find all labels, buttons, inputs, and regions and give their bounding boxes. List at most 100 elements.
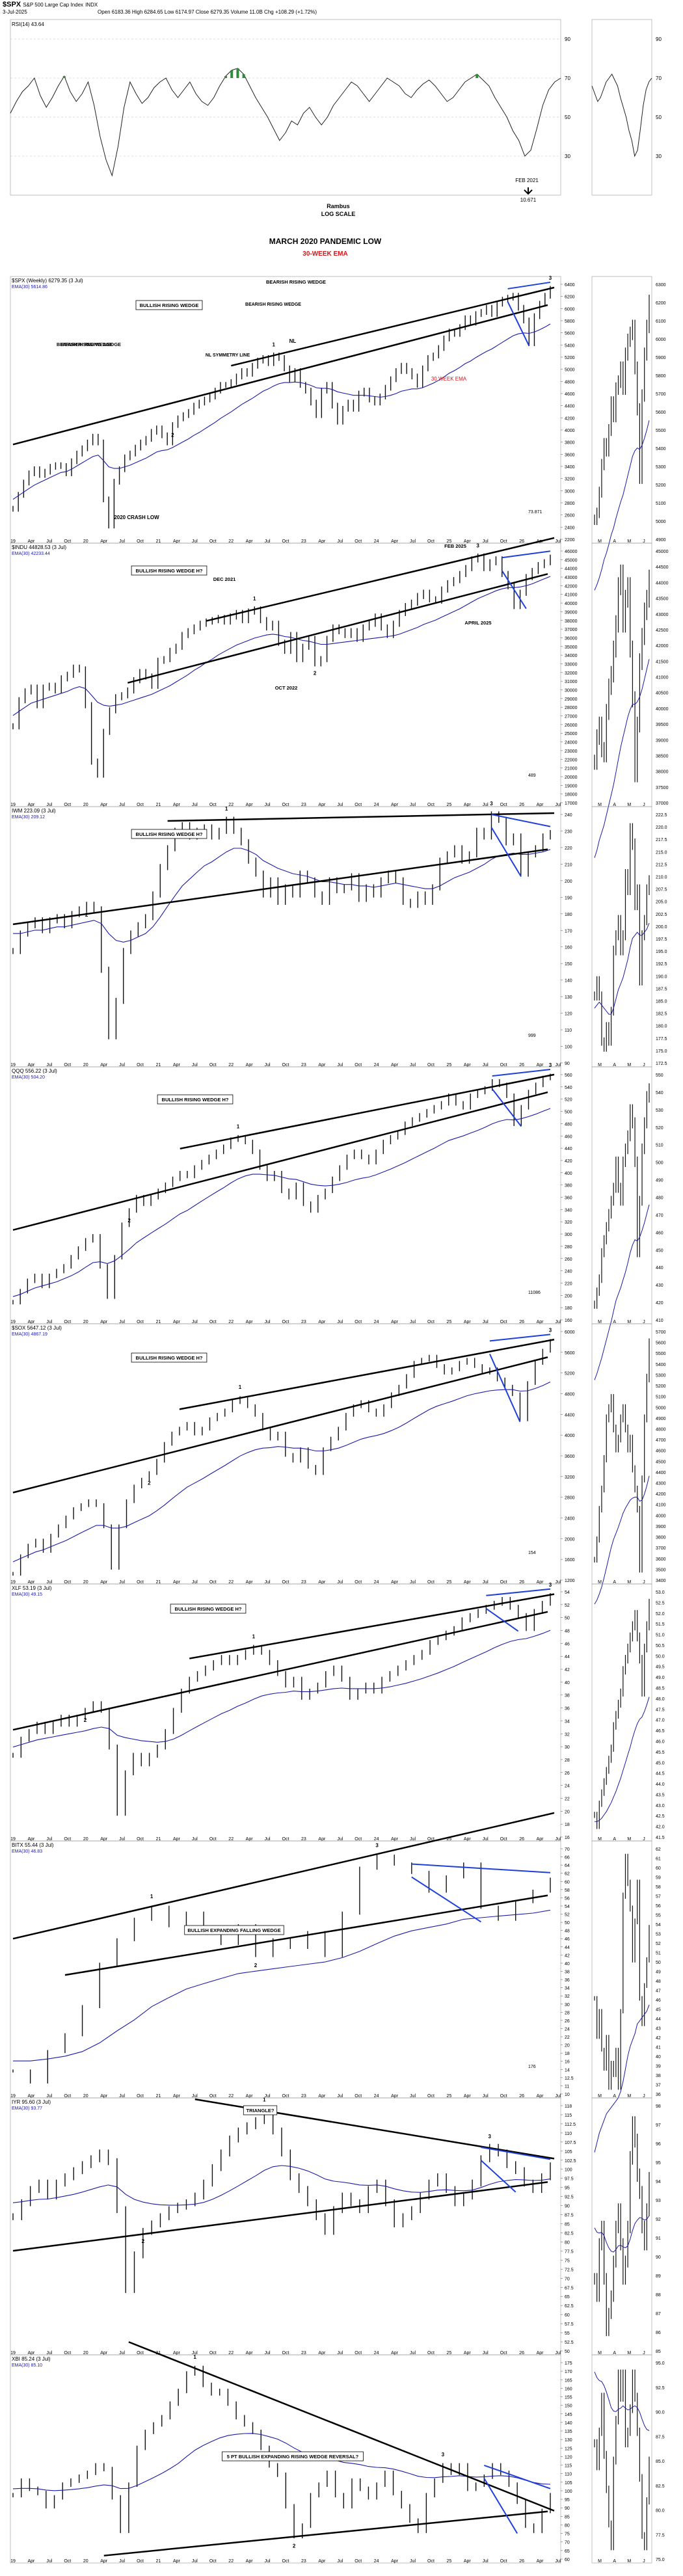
panel-legend-ema: EMA(30) 5614.86 [12,285,47,289]
y-tick-label: 26 [565,1771,570,1776]
zoom-x-axis-label: A [613,803,616,807]
x-axis-label: Apr [537,1320,544,1324]
y-tick-label: 46 [565,1642,570,1646]
y-tick-label: 1200 [565,1579,575,1583]
x-axis-label: Oct [355,2094,362,2099]
y-tick-label: 18000 [565,793,578,798]
zoom-y-tick-label: 39 [656,2065,661,2069]
zoom-y-tick-label: 430 [656,1283,663,1288]
y-tick-label: 32000 [565,671,578,676]
zoom-ema-line [594,659,650,858]
x-axis-label: Apr [246,1580,254,1585]
zoom-y-tick-label: 75.0 [656,2558,665,2562]
y-tick-label: 77.5 [565,2249,574,2254]
x-axis-label: Oct [427,1580,435,1585]
y-tick-label: 230 [565,829,572,834]
x-axis-label: Apr [173,1063,181,1067]
y-tick-label: 2000 [565,1537,575,1542]
panel-frame [10,543,561,807]
x-axis-label: Jul [483,2094,489,2099]
zoom-y-tick-label: 460 [656,1231,663,1235]
x-axis-label: Oct [427,2559,435,2564]
thirty-week-ema-label: 30 WEEK EMA [431,376,467,382]
y-tick-label: 5600 [565,1351,575,1356]
zoom-y-tick-label: 44 [656,2017,661,2022]
pivot-label-2: 2 [293,2543,296,2549]
main-subtitle: 30-WEEK EMA [302,250,347,258]
x-axis-label: Oct [64,2559,71,2564]
blue-wedge-upper [491,814,551,827]
zoom-y-tick-label: 87.5 [656,2435,665,2439]
lower-trendline [64,1894,548,1976]
x-axis-label: Apr [318,803,326,807]
zoom-y-tick-label: 92.5 [656,2386,665,2391]
y-tick-label: 5400 [565,343,575,348]
x-axis-label: 26 [519,2559,524,2564]
x-axis-label: Oct [282,1320,289,1324]
upper-trendline [179,1339,555,1410]
zoom-y-tick-label: 87 [656,2312,661,2316]
x-axis-label: Jul [410,1580,416,1585]
panel-legend-ema: EMA(30) 46.83 [12,1849,42,1854]
zoom-x-axis-label: M [598,803,602,807]
y-tick-label: 2600 [565,514,575,518]
x-axis-label: Oct [427,539,435,544]
y-tick-label: 20 [565,2044,570,2048]
zoom-y-tick-label: 44000 [656,581,669,585]
zoom-y-tick-label: 45000 [656,550,669,554]
zoom-y-tick-label: 51.0 [656,1633,665,1638]
zoom-y-tick-label: 54 [656,1923,661,1927]
y-tick-label: 4800 [565,1393,575,1397]
x-axis-label: Apr [391,803,399,807]
zoom-y-tick-label: 6000 [656,338,666,342]
zoom-x-axis-label: A [613,1320,616,1324]
y-tick-label: 50 [565,1617,570,1621]
y-tick-label: 560 [565,1073,572,1078]
y-tick-label: 75 [565,2532,570,2537]
x-axis-label: Jul [483,1837,489,1842]
zoom-y-tick-label: 5300 [656,1373,666,1378]
y-tick-label: 80 [565,2523,570,2528]
y-tick-label: 72.5 [565,2268,574,2272]
x-axis-label: Apr [27,1580,35,1585]
zoom-y-tick-label: 95 [656,2161,661,2166]
x-axis-label: Jul [265,1320,271,1324]
y-tick-label: 28000 [565,706,578,710]
feb-2021-note: FEB 2021 [515,178,539,183]
rsi-value-note: 10.671 [520,197,537,203]
x-axis-label: 21 [156,2094,161,2099]
x-axis-label: 20 [83,1837,88,1842]
x-axis-label: Oct [355,1580,362,1585]
ticker-name: S&P 500 Large Cap Index [23,2,84,8]
pivot-label-3: 3 [549,1582,552,1588]
zoom-y-tick-label: 51.5 [656,1622,665,1627]
x-axis-label: Jul [265,1580,271,1585]
y-tick-label: 102.5 [565,2159,576,2164]
x-axis-label: Jul [410,539,416,544]
y-tick-label: 540 [565,1086,572,1090]
x-axis-label: Jul [410,1320,416,1324]
y-tick-label: 52 [565,1913,570,1918]
x-axis-label: Oct [427,2094,435,2099]
x-axis-label: Oct [282,1063,289,1067]
pattern-label: BULLISH RISING WEDGE H? [136,568,203,574]
y-tick-label: 2400 [565,1517,575,1522]
x-axis-label: 25 [447,1320,452,1324]
zoom-x-axis-label: M [598,2559,602,2564]
zoom-y-tick-label: 6300 [656,283,666,288]
zoom-y-tick-label: 6200 [656,301,666,306]
y-tick-label: 24000 [565,741,578,745]
x-axis-label: Jul [337,1580,343,1585]
zoom-y-tick-label: 98 [656,2104,661,2109]
zoom-y-tick-label: 41 [656,2046,661,2050]
x-axis-label: 25 [447,1837,452,1842]
annotation-text: FEB 2025 [444,543,466,549]
zoom-panel-frame [591,806,652,1067]
zoom-y-tick-label: 90 [656,2255,661,2260]
zoom-y-tick-label: 48.5 [656,1687,665,1691]
zoom-x-axis-label: M [627,1063,631,1067]
y-tick-label: 3200 [565,1475,575,1480]
zoom-y-tick-label: 410 [656,1319,663,1323]
y-tick-label: 240 [565,813,572,818]
x-axis-label: Jul [192,2094,198,2099]
